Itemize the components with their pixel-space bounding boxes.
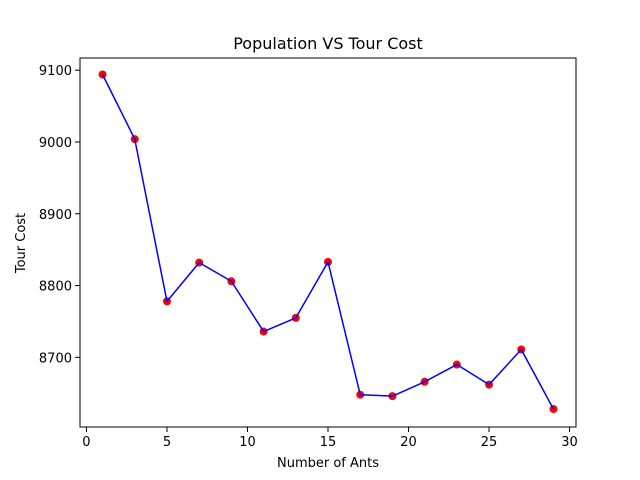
- x-tick-label: 0: [82, 435, 90, 450]
- x-tick-label: 5: [163, 435, 171, 450]
- data-point: [99, 71, 107, 79]
- chart-title: Population VS Tour Cost: [233, 34, 423, 53]
- y-tick-label: 8900: [39, 208, 72, 223]
- y-tick-label: 8700: [39, 351, 72, 366]
- x-tick-label: 10: [239, 435, 256, 450]
- y-axis: 8700 8800 8900 9000 9100: [39, 64, 80, 366]
- y-tick-label: 8800: [39, 280, 72, 295]
- y-tick-label: 9100: [39, 64, 72, 79]
- y-tick-label: 9000: [39, 136, 72, 151]
- x-axis-label: Number of Ants: [277, 456, 379, 471]
- y-axis-label: Tour Cost: [14, 213, 29, 274]
- x-tick-label: 20: [400, 435, 417, 450]
- x-tick-label: 15: [320, 435, 337, 450]
- plot-area: [99, 71, 558, 414]
- data-point: [549, 405, 557, 413]
- x-tick-label: 30: [561, 435, 578, 450]
- x-axis: 0 5 10 15 20 25 30: [82, 427, 578, 450]
- x-tick-label: 25: [481, 435, 498, 450]
- series-line: [103, 75, 554, 410]
